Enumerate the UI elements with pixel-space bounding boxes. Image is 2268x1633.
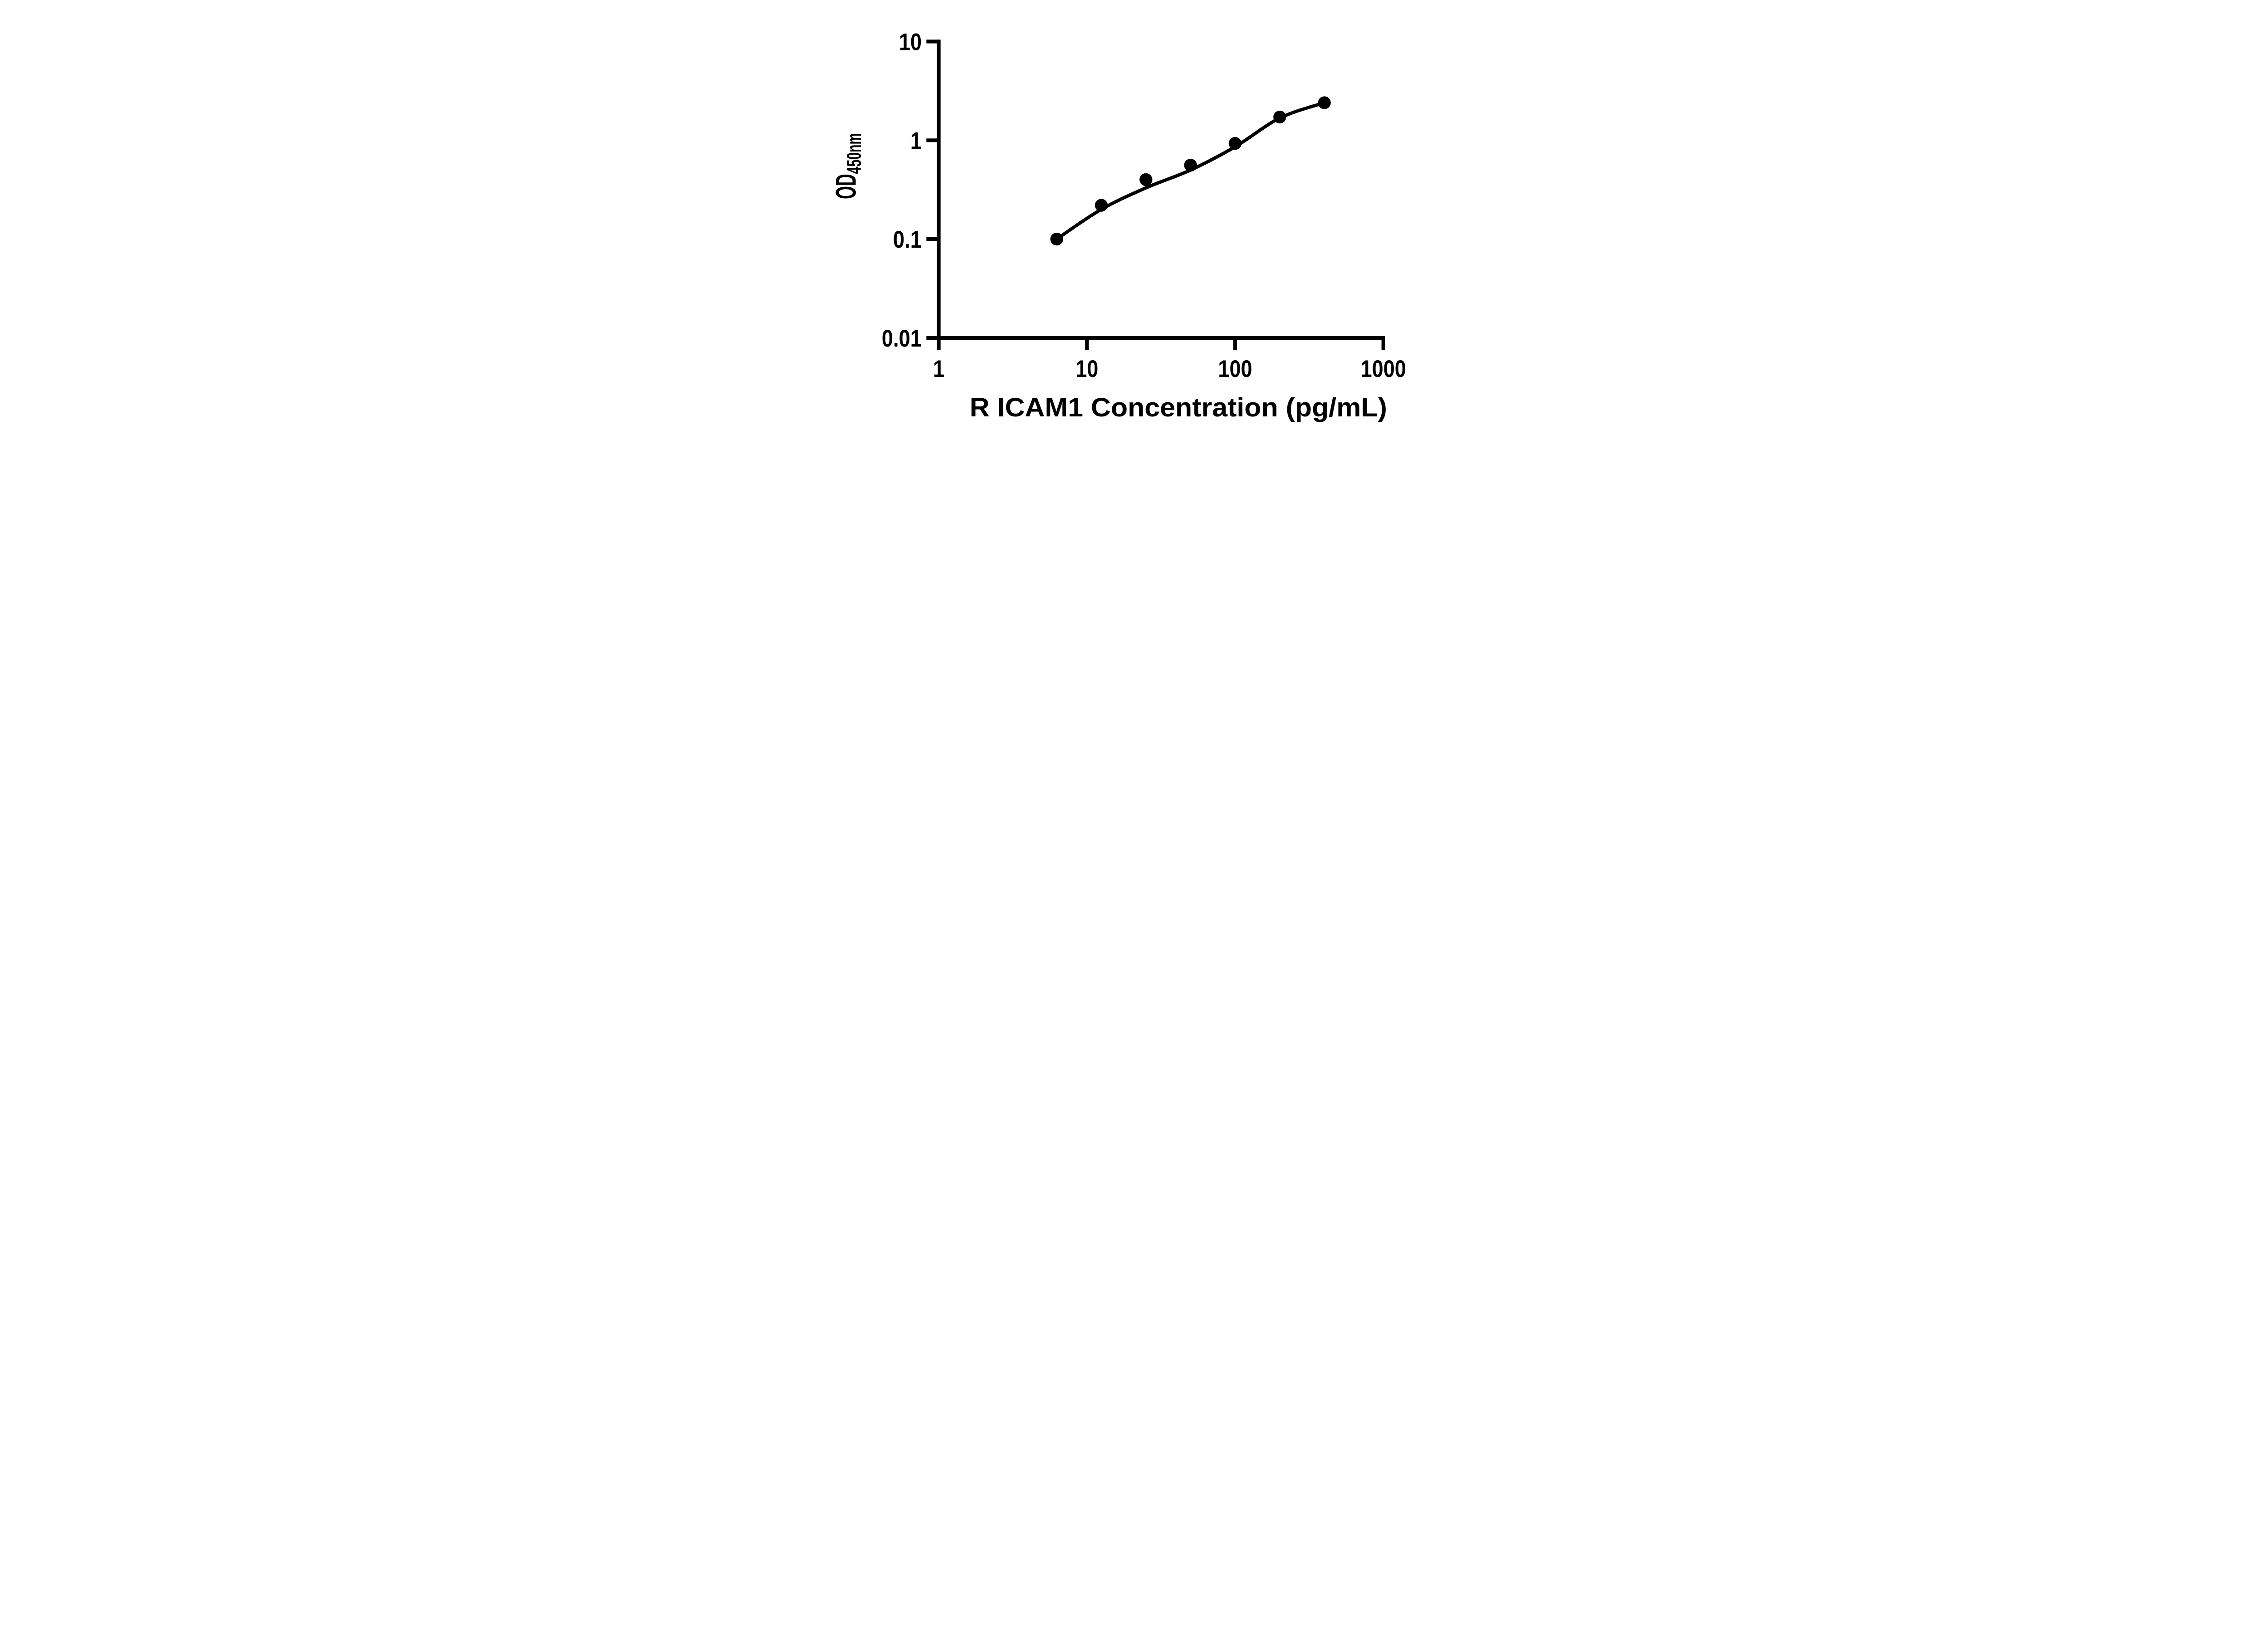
- elisa-standard-curve-figure: 1 10 100 1000 0.01 0.1 1 10 R ICAM1 Concentratio…: [816, 0, 1452, 445]
- y-tick-label: 1: [910, 127, 922, 154]
- y-axis-title-sub: 450nm: [842, 133, 865, 174]
- x-tick-label: 1000: [1361, 356, 1406, 382]
- y-tick-label: 10: [899, 29, 922, 56]
- y-tick-label: 0.01: [882, 325, 922, 352]
- data-point: [1273, 110, 1286, 124]
- x-tick-label: 100: [1218, 356, 1252, 382]
- data-points: [1050, 96, 1331, 246]
- x-tick-label: 1: [933, 356, 944, 382]
- data-point: [1050, 232, 1063, 246]
- data-point: [1318, 96, 1331, 109]
- y-tick-label: 0.1: [893, 226, 922, 253]
- data-point: [1228, 137, 1242, 150]
- y-axis-title-main: OD: [831, 174, 862, 199]
- tick-labels: 1 10 100 1000 0.01 0.1 1 10: [882, 29, 1406, 382]
- standard-curve-chart: 1 10 100 1000 0.01 0.1 1 10 R ICAM1 Concentratio…: [816, 0, 1452, 445]
- axes: [926, 39, 1385, 351]
- data-point: [1184, 158, 1197, 172]
- data-point: [1139, 173, 1153, 186]
- x-axis-title: R ICAM1 Concentration (pg/mL): [970, 393, 1387, 422]
- x-tick-label: 10: [1075, 356, 1098, 382]
- y-axis-title: OD450nm: [831, 133, 865, 199]
- data-point: [1095, 199, 1108, 212]
